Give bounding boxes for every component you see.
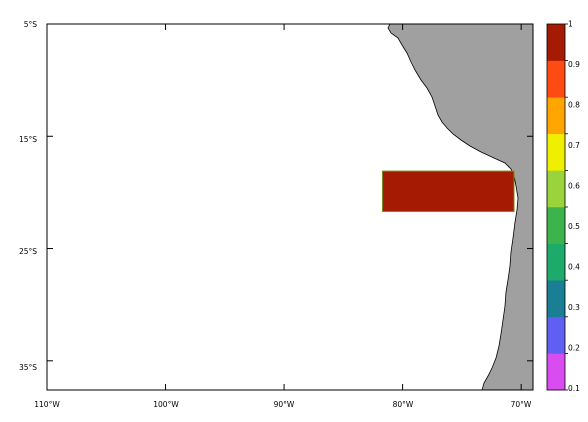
colorbar-label: 0.4 (568, 263, 580, 272)
colorbar-label: 0.8 (568, 101, 580, 110)
colorbar: 1 0.9 0.8 0.7 0.6 0.5 0.4 0.3 0.2 0.1 (546, 20, 580, 393)
colorbar-swatch (547, 133, 565, 171)
y-axis-ticks (47, 23, 533, 362)
colorbar-label: 0.5 (568, 222, 580, 231)
x-tick-label: 90°W (274, 400, 295, 409)
colorbar-swatch (547, 280, 565, 318)
colorbar-swatch (547, 97, 565, 135)
y-tick-label: 5°S (24, 20, 38, 29)
x-tick-label: 110°W (34, 400, 60, 409)
colorbar-swatches (547, 24, 565, 391)
colorbar-label: 0.7 (568, 141, 580, 150)
x-axis-ticks (46, 24, 522, 390)
colorbar-swatch (547, 353, 565, 391)
colorbar-swatch (547, 207, 565, 244)
x-axis-labels: 110°W 100°W 90°W 80°W 70°W (34, 400, 532, 409)
data-field-region (381, 170, 515, 212)
x-tick-label: 80°W (393, 400, 414, 409)
colorbar-ticks (565, 23, 568, 391)
colorbar-swatch (547, 243, 565, 281)
colorbar-label: 0.3 (568, 303, 580, 312)
colorbar-label: 0.6 (568, 182, 580, 191)
x-tick-label: 100°W (153, 400, 179, 409)
y-axis-labels: 5°S 15°S 25°S 35°S (19, 20, 37, 372)
x-tick-label: 70°W (511, 400, 532, 409)
y-tick-label: 25°S (19, 247, 37, 256)
colorbar-label: 0.9 (568, 60, 580, 69)
colorbar-swatch (547, 170, 565, 208)
colorbar-swatch (547, 24, 565, 61)
colorbar-swatch (547, 316, 565, 354)
colorbar-swatch (547, 60, 565, 98)
y-tick-label: 35°S (19, 363, 37, 372)
colorbar-label: 0.1 (568, 384, 580, 393)
colorbar-label: 0.2 (568, 344, 580, 353)
plot-frame (46, 23, 534, 391)
colorbar-label: 1 (568, 20, 573, 29)
y-tick-label: 15°S (19, 135, 37, 144)
